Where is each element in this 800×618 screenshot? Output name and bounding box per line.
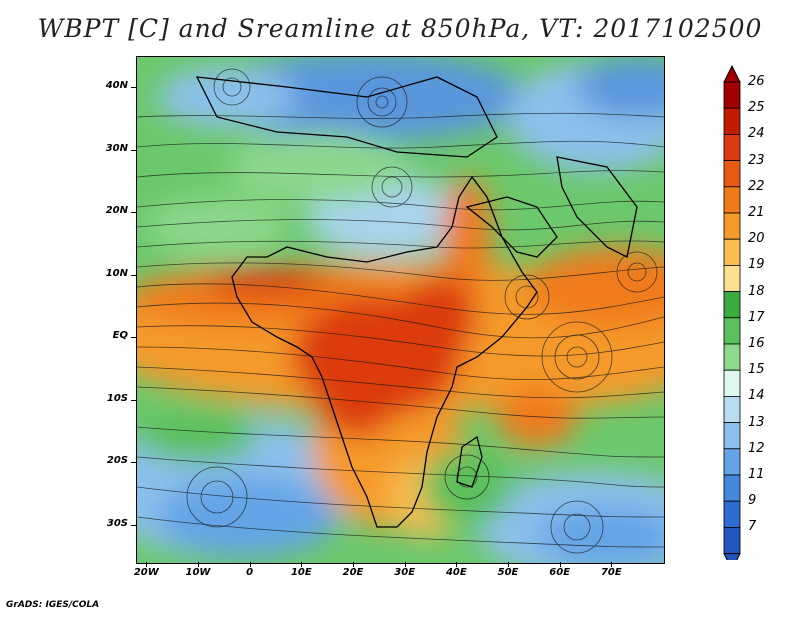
colorbar-segment: [723, 500, 741, 528]
longitude-label: 40E: [445, 567, 467, 578]
streamlines: [137, 68, 664, 554]
longitude-tick: [301, 562, 303, 567]
latitude-tick: [131, 149, 136, 151]
latitude-tick: [131, 462, 136, 464]
latitude-label: 10N: [105, 267, 128, 279]
latitude-label: 30N: [105, 142, 128, 154]
colorbar-label: 23: [748, 152, 765, 168]
colorbar-segment: [723, 264, 741, 292]
colorbar-bottom-arrow: [723, 553, 741, 560]
latitude-label: 10S: [106, 392, 128, 404]
colorbar-segment: [723, 134, 741, 162]
longitude-tick: [611, 562, 613, 567]
colorbar-label: 19: [748, 257, 765, 273]
colorbar-label: 25: [748, 100, 765, 116]
longitude-label: 20W: [133, 567, 159, 578]
latitude-tick: [131, 212, 136, 214]
colorbar-graphic: [723, 64, 741, 560]
colorbar-label: 20: [748, 231, 765, 247]
latitude-label: 20S: [106, 455, 128, 467]
colorbar-segment: [723, 448, 741, 476]
colorbar-segment: [723, 526, 741, 554]
colorbar-segment: [723, 343, 741, 371]
longitude-label: 70E: [600, 567, 622, 578]
latitude-label: EQ: [112, 330, 128, 342]
longitude-label: 20E: [342, 567, 364, 578]
longitude-tick: [456, 562, 458, 567]
colorbar-label: 18: [748, 283, 765, 299]
colorbar-label: 13: [748, 414, 765, 430]
latitude-label: 40N: [105, 80, 128, 92]
longitude-tick: [353, 562, 354, 567]
colorbar-segment: [723, 317, 741, 345]
latitude-label: 30S: [106, 517, 128, 529]
colorbar-segment: [723, 422, 741, 450]
colorbar-segment: [723, 107, 741, 135]
colorbar-top-arrow: [723, 64, 741, 83]
colorbar-label: 17: [748, 309, 765, 325]
weather-map: [136, 56, 665, 564]
longitude-tick: [508, 562, 509, 567]
colorbar-label: 24: [748, 126, 765, 142]
colorbar-label: 12: [748, 440, 765, 456]
colorbar-label: 22: [748, 178, 765, 194]
longitude-tick: [198, 562, 199, 567]
latitude-tick: [131, 337, 136, 339]
latitude-label: 20N: [105, 205, 128, 217]
wbpt-field: [137, 57, 664, 563]
colorbar-segment: [723, 81, 741, 109]
colorbar-label: 26: [748, 74, 765, 89]
longitude-tick: [559, 562, 561, 567]
colorbar-label: 14: [748, 388, 765, 404]
longitude-label: 10E: [290, 567, 312, 578]
colorbar-segment: [723, 186, 741, 214]
longitude-label: 0: [246, 567, 254, 578]
footer-credit: GrADS: IGES/COLA: [6, 600, 100, 610]
latitude-tick: [131, 399, 136, 401]
latitude-tick: [131, 274, 136, 276]
longitude-tick: [146, 562, 148, 567]
colorbar-label: 21: [748, 205, 765, 220]
colorbar-segment: [723, 474, 741, 502]
longitude-tick: [404, 562, 406, 567]
longitude-label: 60E: [549, 567, 571, 578]
latitude-tick: [131, 524, 136, 526]
colorbar-label: 15: [748, 362, 765, 378]
colorbar-segment: [723, 212, 741, 240]
map-title: WBPT [C] and Sreamline at 850hPa, VT: 20…: [37, 14, 763, 43]
colorbar-segment: [723, 369, 741, 397]
longitude-label: 50E: [497, 567, 519, 578]
colorbar-label: 7: [748, 519, 757, 535]
colorbar-label: 11: [748, 467, 765, 482]
colorbar-segment: [723, 238, 741, 266]
colorbar-segment: [723, 395, 741, 423]
colorbar-segment: [723, 291, 741, 319]
latitude-tick: [131, 87, 136, 89]
colorbar-segment: [723, 160, 741, 188]
colorbar-label: 16: [748, 336, 765, 351]
longitude-label: 30E: [394, 567, 416, 578]
longitude-label: 10W: [185, 567, 211, 578]
colorbar-label: 9: [748, 493, 757, 509]
longitude-tick: [249, 562, 251, 567]
